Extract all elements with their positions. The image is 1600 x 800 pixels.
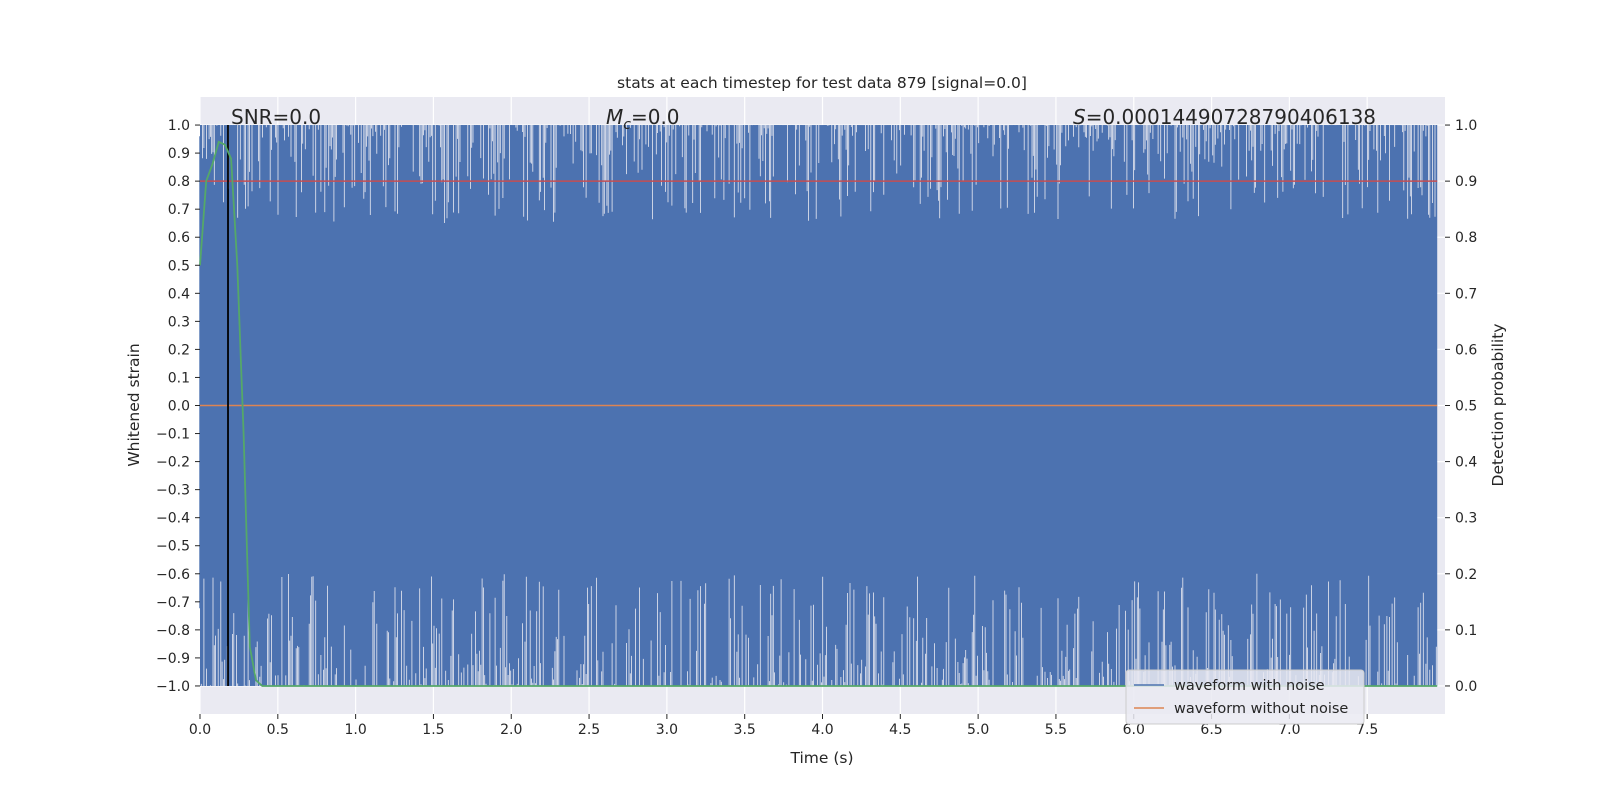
- x-tick-label: 1.0: [344, 722, 366, 738]
- mc-symbol: M: [606, 105, 623, 129]
- y-left-tick-label: −0.7: [156, 595, 190, 611]
- y-left-tick-label: 0.5: [168, 258, 190, 274]
- y-ticks-right: 1.0 0.9 0.8 0.7 0.6 0.5 0.4 0.3 0.2 0.1 0.0: [1445, 118, 1477, 695]
- y-left-tick-label: 0.7: [168, 202, 190, 218]
- y-left-tick-label: −0.2: [156, 455, 190, 471]
- x-tick-label: 5.5: [1045, 722, 1067, 738]
- x-ticks: 0.0 0.5 1.0 1.5 2.0 2.5 3.0 3.5 4.0 4.5 5.0 5.5 6.0 6…: [189, 714, 1378, 738]
- y-left-tick-label: 0.0: [168, 399, 190, 415]
- y-left-tick-label: −0.1: [156, 427, 190, 443]
- y-ticks-left: 1.0 0.9 0.8 0.7 0.6 0.5 0.4 0.3 0.2 0.1 0.0 −0.1 −0.…: [156, 118, 200, 695]
- x-tick-label: 5.0: [967, 722, 989, 738]
- mc-value: =0.0: [631, 105, 680, 129]
- legend-box: [1125, 669, 1365, 725]
- y-right-tick-label: 0.4: [1455, 455, 1477, 471]
- y-left-tick-label: −0.4: [156, 511, 190, 527]
- y-left-tick-label: 0.1: [168, 370, 190, 386]
- y-right-tick-label: 0.9: [1455, 174, 1477, 190]
- y-left-tick-label: −1.0: [156, 679, 190, 695]
- y-left-tick-label: 0.6: [168, 230, 190, 246]
- y-left-tick-label: 0.3: [168, 314, 190, 330]
- x-tick-label: 4.0: [811, 722, 833, 738]
- x-tick-label: 7.5: [1356, 722, 1378, 738]
- legend-label-clean: waveform without noise: [1174, 701, 1348, 717]
- y-right-tick-label: 0.0: [1455, 679, 1477, 695]
- x-tick-label: 0.5: [267, 722, 289, 738]
- y-right-tick-label: 0.3: [1455, 511, 1477, 527]
- x-tick-label: 2.5: [578, 722, 600, 738]
- s-value: =0.00014490728790406138: [1086, 105, 1376, 129]
- y-right-tick-label: 0.1: [1455, 623, 1477, 639]
- y-axis-label-right: Detection probability: [1489, 324, 1507, 487]
- x-tick-label: 6.5: [1200, 722, 1222, 738]
- y-right-tick-label: 0.8: [1455, 230, 1477, 246]
- s-annotation: S=0.00014490728790406138: [1073, 105, 1376, 129]
- y-left-tick-label: 1.0: [168, 118, 190, 134]
- y-left-tick-label: 0.4: [168, 286, 190, 302]
- mc-subscript: c: [623, 117, 631, 133]
- y-left-tick-label: −0.8: [156, 623, 190, 639]
- y-right-tick-label: 0.5: [1455, 399, 1477, 415]
- x-tick-label: 4.5: [889, 722, 911, 738]
- y-left-tick-label: 0.2: [168, 342, 190, 358]
- y-right-tick-label: 1.0: [1455, 118, 1477, 134]
- y-left-tick-label: 0.8: [168, 174, 190, 190]
- x-tick-label: 3.0: [656, 722, 678, 738]
- snr-annotation: SNR=0.0: [231, 105, 321, 129]
- y-right-tick-label: 0.7: [1455, 286, 1477, 302]
- x-tick-label: 0.0: [189, 722, 211, 738]
- y-left-tick-label: −0.6: [156, 567, 190, 583]
- y-right-tick-label: 0.2: [1455, 567, 1477, 583]
- s-symbol: S: [1073, 105, 1086, 129]
- x-tick-label: 6.0: [1123, 722, 1145, 738]
- legend-label-noise: waveform with noise: [1174, 678, 1325, 694]
- x-tick-label: 1.5: [422, 722, 444, 738]
- y-left-tick-label: −0.5: [156, 539, 190, 555]
- y-left-tick-label: 0.9: [168, 146, 190, 162]
- x-tick-label: 2.0: [500, 722, 522, 738]
- noise-gaps: [200, 125, 1437, 686]
- y-right-tick-label: 0.6: [1455, 342, 1477, 358]
- y-left-tick-label: −0.3: [156, 483, 190, 499]
- chart-title: stats at each timestep for test data 879…: [617, 74, 1027, 92]
- x-axis-label: Time (s): [789, 749, 853, 767]
- x-tick-label: 3.5: [734, 722, 756, 738]
- y-left-tick-label: −0.9: [156, 651, 190, 667]
- legend: waveform with noise waveform without noi…: [1125, 669, 1365, 725]
- detection-probability-line: [199, 140, 1438, 687]
- mc-annotation: Mc=0.0: [606, 105, 680, 133]
- x-tick-label: 7.0: [1278, 722, 1300, 738]
- y-axis-label-left: Whitened strain: [125, 343, 143, 466]
